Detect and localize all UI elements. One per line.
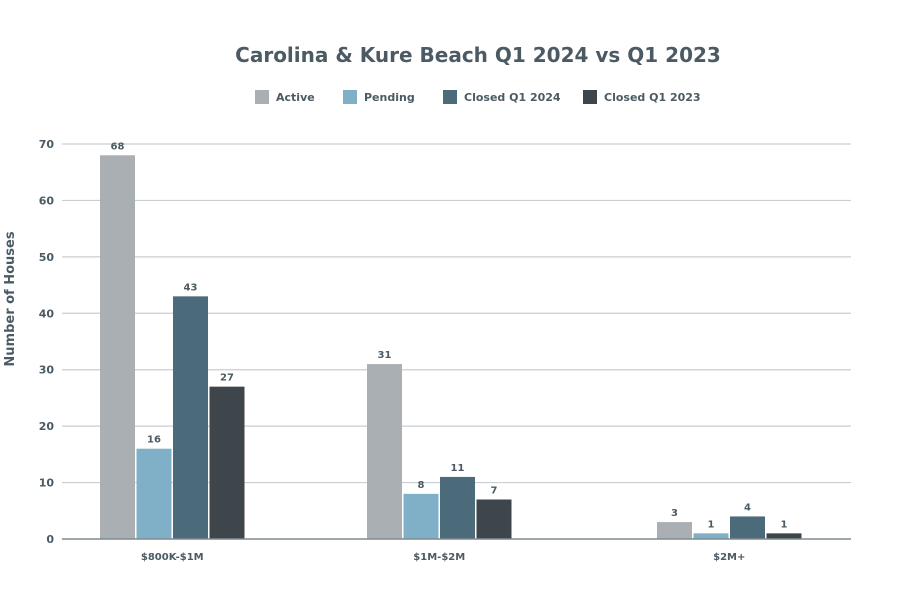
bar [693,533,729,539]
category-labels: $800K-$1M $1M-$2M $2M+ [141,552,745,563]
bar [476,499,512,539]
x-category-label: $800K-$1M [141,552,204,563]
legend-label: Active [276,91,315,104]
y-tick-label: 60 [39,194,55,207]
legend-swatch [443,90,457,104]
legend-swatch [343,90,357,104]
y-tick-label: 50 [39,251,55,264]
bar-value-label: 43 [184,282,198,293]
bar-value-label: 4 [744,502,751,513]
bars [100,155,802,540]
bar [209,386,245,539]
bar-value-label: 1 [781,519,788,530]
bar [100,155,135,540]
bar [440,476,475,539]
bar-value-label: 31 [378,350,392,361]
bar-value-label: 16 [147,435,161,446]
y-tick-label: 30 [39,364,55,377]
y-tick-label: 40 [39,307,55,320]
y-axis-label: Number of Houses [3,231,18,366]
x-category-label: $1M-$2M [413,552,465,563]
bar [730,516,765,539]
bar-value-label: 27 [220,373,234,384]
y-axis-ticks: 0 10 20 30 40 50 60 70 [39,138,55,546]
bar [173,296,208,539]
y-tick-label: 70 [39,138,55,151]
bar [136,448,172,539]
chart-title: Carolina & Kure Beach Q1 2024 vs Q1 2023 [235,43,721,67]
bar [766,533,802,539]
legend-label: Closed Q1 2023 [604,91,701,104]
chart-legend: Active Pending Closed Q1 2024 Closed Q1 202… [255,90,701,104]
bar-value-label: 7 [491,486,498,497]
legend-swatch [255,90,269,104]
bar [403,493,439,539]
bar [657,522,692,539]
bar-value-label: 8 [418,480,425,491]
bar-value-label: 1 [708,519,715,530]
bar-value-label: 3 [671,508,678,519]
bar [367,364,402,539]
legend-swatch [583,90,597,104]
y-tick-label: 0 [46,533,54,546]
y-tick-label: 20 [39,420,55,433]
bar-value-label: 68 [111,141,125,152]
bar-value-label: 11 [451,463,465,474]
legend-label: Pending [364,91,415,104]
x-category-label: $2M+ [713,552,745,563]
y-tick-label: 10 [39,477,55,490]
legend-label: Closed Q1 2024 [464,91,561,104]
